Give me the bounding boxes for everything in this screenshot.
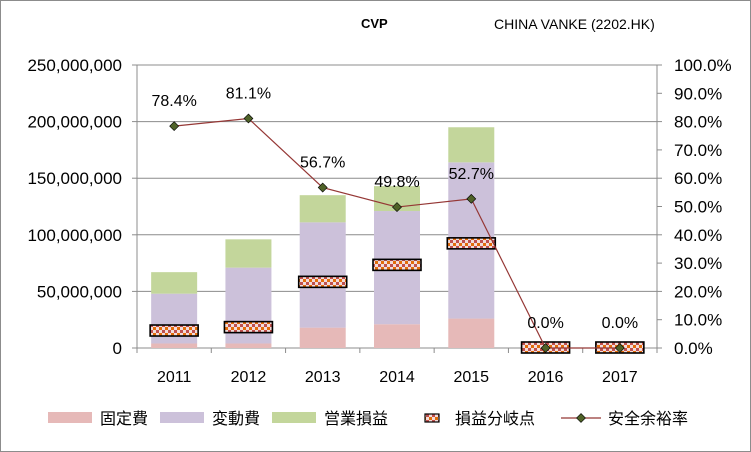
chart-subtitle: CHINA VANKE (2202.HK)	[494, 16, 655, 32]
y-right-tick-label: 70.0%	[674, 141, 722, 160]
safety-margin-point	[243, 113, 254, 124]
legend-label: 損益分岐点	[455, 409, 535, 428]
y-right-tick-label: 0.0%	[674, 339, 713, 358]
y-right-tick-label: 20.0%	[674, 282, 722, 301]
data-label: 52.7%	[449, 166, 494, 183]
legend-swatch	[160, 412, 204, 423]
x-tick-label: 2015	[453, 369, 489, 386]
bar-segment	[448, 318, 495, 348]
y-right-tick-label: 50.0%	[674, 198, 722, 217]
safety-margin-point	[392, 202, 402, 212]
legend-label: 営業損益	[324, 409, 388, 428]
bar-segment	[374, 324, 420, 348]
break-even-marker	[372, 258, 422, 272]
bar-segment	[225, 343, 272, 348]
legend-marker	[576, 413, 586, 423]
x-tick-label: 2017	[602, 369, 638, 386]
break-even-marker	[223, 320, 274, 334]
y-left-tick-label: 250,000,000	[27, 56, 122, 75]
legend-swatch	[272, 412, 316, 423]
data-label: 78.4%	[151, 93, 196, 110]
y-left-tick-label: 150,000,000	[27, 169, 122, 188]
y-left-tick-label: 100,000,000	[27, 226, 122, 245]
data-label: 81.1%	[226, 85, 271, 102]
data-label: 56.7%	[300, 155, 345, 172]
legend-swatch	[48, 412, 92, 423]
safety-margin-point	[466, 193, 477, 204]
x-tick-label: 2012	[231, 369, 267, 386]
data-label: 0.0%	[602, 315, 638, 332]
safety-margin-point	[614, 343, 625, 353]
y-right-tick-label: 60.0%	[674, 169, 722, 188]
legend-label: 安全余裕率	[608, 409, 688, 428]
y-left-tick-label: 200,000,000	[27, 113, 122, 132]
safety-margin-point	[540, 343, 551, 353]
x-tick-label: 2011	[157, 369, 192, 386]
y-right-tick-label: 80.0%	[674, 113, 722, 132]
break-even-marker	[297, 275, 348, 289]
bar-segment	[448, 127, 495, 163]
x-tick-label: 2013	[305, 369, 341, 386]
safety-margin-point	[317, 182, 328, 193]
bar-segment	[299, 222, 346, 328]
bar-segment	[225, 239, 272, 268]
x-tick-label: 2016	[528, 369, 564, 386]
legend-label: 変動費	[212, 409, 260, 428]
data-label: 49.8%	[374, 174, 419, 191]
y-right-tick-label: 90.0%	[674, 84, 722, 103]
chart-title: CVP	[361, 16, 388, 31]
y-right-tick-label: 30.0%	[674, 254, 722, 273]
x-tick-label: 2014	[379, 369, 415, 386]
bar-segment	[151, 272, 198, 294]
y-right-tick-label: 100.0%	[674, 56, 732, 75]
safety-margin-point	[169, 121, 180, 132]
y-right-tick-label: 40.0%	[674, 226, 722, 245]
bar-segment	[151, 343, 198, 348]
y-left-tick-label: 50,000,000	[37, 282, 122, 301]
break-even-marker	[149, 324, 199, 337]
y-right-tick-label: 10.0%	[674, 311, 722, 330]
legend-swatch	[424, 413, 440, 423]
break-even-marker	[446, 237, 497, 250]
legend-label: 固定費	[100, 409, 148, 428]
bar-segment	[299, 327, 346, 348]
y-left-tick-label: 0	[113, 339, 122, 358]
data-label: 0.0%	[527, 315, 563, 332]
bar-segment	[299, 195, 346, 223]
